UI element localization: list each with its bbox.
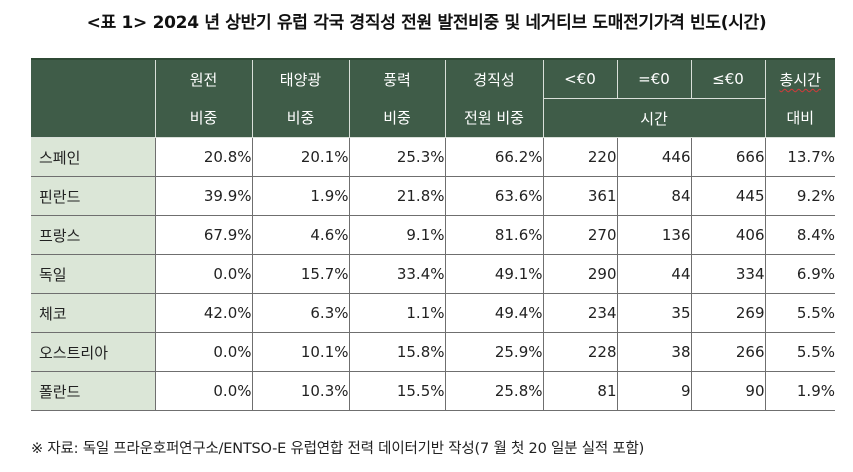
country-cell: 프랑스 <box>31 215 156 255</box>
inflexible-share-cell: 81.6% <box>444 215 544 255</box>
solar-share-cell: 4.6% <box>251 215 350 255</box>
total-hours-ratio-cell: 6.9% <box>764 254 835 294</box>
nuclear-share-cell: 0.0% <box>154 254 253 294</box>
hours-equal-zero-cell: 9 <box>616 371 692 411</box>
inflexible-share-cell: 49.1% <box>444 254 544 294</box>
header-ratio: 대비 <box>764 98 835 138</box>
table-row: 체코 42.0% 6.3% 1.1% 49.4% 234 35 269 5.5% <box>31 293 835 333</box>
header-inflexible: 경직성 <box>444 59 544 99</box>
solar-share-cell: 15.7% <box>251 254 350 294</box>
country-cell: 스페인 <box>31 137 156 177</box>
hours-le-zero-cell: 334 <box>690 254 766 294</box>
wind-share-cell: 21.8% <box>348 176 446 216</box>
table-title: <표 1> 2024 년 상반기 유럽 각국 경직성 전원 발전비중 및 네거티… <box>86 13 767 33</box>
inflexible-share-cell: 66.2% <box>444 137 544 177</box>
hours-below-zero-cell: 228 <box>542 332 618 372</box>
header-equal-zero: =€0 <box>616 59 692 99</box>
solar-share-cell: 10.3% <box>251 371 350 411</box>
header-total-hours: 총시간 <box>764 59 835 99</box>
hours-below-zero-cell: 270 <box>542 215 618 255</box>
hours-le-zero-cell: 90 <box>690 371 766 411</box>
hours-equal-zero-cell: 84 <box>616 176 692 216</box>
wind-share-cell: 25.3% <box>348 137 446 177</box>
header-nuclear-share: 비중 <box>155 98 253 138</box>
hours-le-zero-cell: 266 <box>690 332 766 372</box>
inflexible-share-cell: 25.9% <box>444 332 544 372</box>
total-hours-ratio-cell: 8.4% <box>764 215 835 255</box>
hours-le-zero-cell: 666 <box>690 137 766 177</box>
total-hours-ratio-cell: 9.2% <box>764 176 835 216</box>
header-below-zero: <€0 <box>542 59 618 99</box>
header-wind-share: 비중 <box>348 98 446 138</box>
inflexible-share-cell: 25.8% <box>444 371 544 411</box>
hours-below-zero-cell: 81 <box>542 371 618 411</box>
total-hours-ratio-cell: 1.9% <box>764 371 835 411</box>
header-solar-share: 비중 <box>251 98 350 138</box>
hours-equal-zero-cell: 44 <box>616 254 692 294</box>
header-le-zero: ≤€0 <box>690 59 766 99</box>
nuclear-share-cell: 20.8% <box>154 137 253 177</box>
country-cell: 체코 <box>31 293 156 333</box>
nuclear-share-cell: 42.0% <box>154 293 253 333</box>
solar-share-cell: 1.9% <box>251 176 350 216</box>
table-body: 스페인 20.8% 20.1% 25.3% 66.2% 220 446 666 13.7% 핀란드… <box>31 137 835 411</box>
country-cell: 독일 <box>31 254 156 294</box>
table-row: 프랑스 67.9% 4.6% 9.1% 81.6% 270 136 406 8.4% <box>31 215 835 255</box>
header-wind: 풍력 <box>348 59 446 99</box>
total-hours-ratio-cell: 5.5% <box>764 293 835 333</box>
hours-below-zero-cell: 234 <box>542 293 618 333</box>
data-table: 원전 태양광 풍력 경직성 <€0 =€0 ≤€0 총시간 비중 비중 비중 전… <box>31 58 835 411</box>
hours-equal-zero-cell: 446 <box>616 137 692 177</box>
table-row: 독일 0.0% 15.7% 33.4% 49.1% 290 44 334 6.9% <box>31 254 835 294</box>
inflexible-share-cell: 49.4% <box>444 293 544 333</box>
solar-share-cell: 6.3% <box>251 293 350 333</box>
total-hours-ratio-cell: 13.7% <box>764 137 835 177</box>
wind-share-cell: 9.1% <box>348 215 446 255</box>
table-row: 오스트리아 0.0% 10.1% 15.8% 25.9% 228 38 266 5.5% <box>31 332 835 372</box>
hours-below-zero-cell: 220 <box>542 137 618 177</box>
hours-equal-zero-cell: 38 <box>616 332 692 372</box>
wind-share-cell: 15.8% <box>348 332 446 372</box>
table-row: 폴란드 0.0% 10.3% 15.5% 25.8% 81 9 90 1.9% <box>31 371 835 411</box>
hours-le-zero-cell: 269 <box>690 293 766 333</box>
table-row: 핀란드 39.9% 1.9% 21.8% 63.6% 361 84 445 9.2% <box>31 176 835 216</box>
nuclear-share-cell: 39.9% <box>154 176 253 216</box>
header-inflexible-share: 전원 비중 <box>444 98 544 138</box>
hours-below-zero-cell: 361 <box>542 176 618 216</box>
total-hours-ratio-cell: 5.5% <box>764 332 835 372</box>
hours-le-zero-cell: 406 <box>690 215 766 255</box>
hours-equal-zero-cell: 136 <box>616 215 692 255</box>
nuclear-share-cell: 0.0% <box>154 332 253 372</box>
wind-share-cell: 15.5% <box>348 371 446 411</box>
inflexible-share-cell: 63.6% <box>444 176 544 216</box>
wind-share-cell: 1.1% <box>348 293 446 333</box>
nuclear-share-cell: 67.9% <box>154 215 253 255</box>
country-cell: 오스트리아 <box>31 332 156 372</box>
header-hours: 시간 <box>542 98 766 138</box>
nuclear-share-cell: 0.0% <box>154 371 253 411</box>
header-corner <box>31 59 156 138</box>
country-cell: 폴란드 <box>31 371 156 411</box>
hours-equal-zero-cell: 35 <box>616 293 692 333</box>
country-cell: 핀란드 <box>31 176 156 216</box>
solar-share-cell: 20.1% <box>251 137 350 177</box>
header-nuclear: 원전 <box>154 59 253 99</box>
header-solar: 태양광 <box>251 59 350 99</box>
hours-below-zero-cell: 290 <box>542 254 618 294</box>
table-row: 스페인 20.8% 20.1% 25.3% 66.2% 220 446 666 13.7% <box>31 137 835 177</box>
source-footnote: ※ 자료: 독일 프라운호퍼연구소/ENTSO-E 유럽연합 전력 데이터기반 … <box>31 441 645 457</box>
wind-share-cell: 33.4% <box>348 254 446 294</box>
solar-share-cell: 10.1% <box>251 332 350 372</box>
hours-le-zero-cell: 445 <box>690 176 766 216</box>
